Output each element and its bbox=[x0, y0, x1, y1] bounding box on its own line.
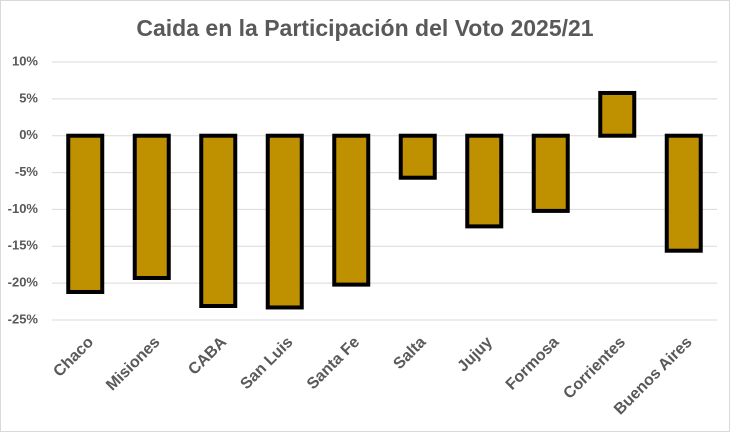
y-tick-label: -20% bbox=[8, 275, 39, 290]
bar bbox=[664, 133, 703, 253]
y-tick-label: 10% bbox=[12, 53, 38, 68]
y-tick-label: -5% bbox=[15, 164, 39, 179]
y-tick-label: 5% bbox=[19, 90, 38, 105]
bar bbox=[132, 133, 171, 280]
bar bbox=[265, 133, 304, 310]
y-tick-label: -15% bbox=[8, 238, 39, 253]
bar bbox=[398, 133, 437, 180]
chart-title: Caida en la Participación del Voto 2025/… bbox=[136, 15, 593, 41]
y-tick-label: 0% bbox=[19, 127, 38, 142]
bar bbox=[66, 133, 105, 294]
bar bbox=[531, 133, 570, 213]
bar bbox=[465, 133, 504, 229]
y-tick-label: -25% bbox=[8, 311, 39, 326]
bar bbox=[199, 133, 238, 308]
bar bbox=[598, 90, 637, 138]
y-tick-label: -10% bbox=[8, 201, 39, 216]
bar bbox=[332, 133, 371, 287]
